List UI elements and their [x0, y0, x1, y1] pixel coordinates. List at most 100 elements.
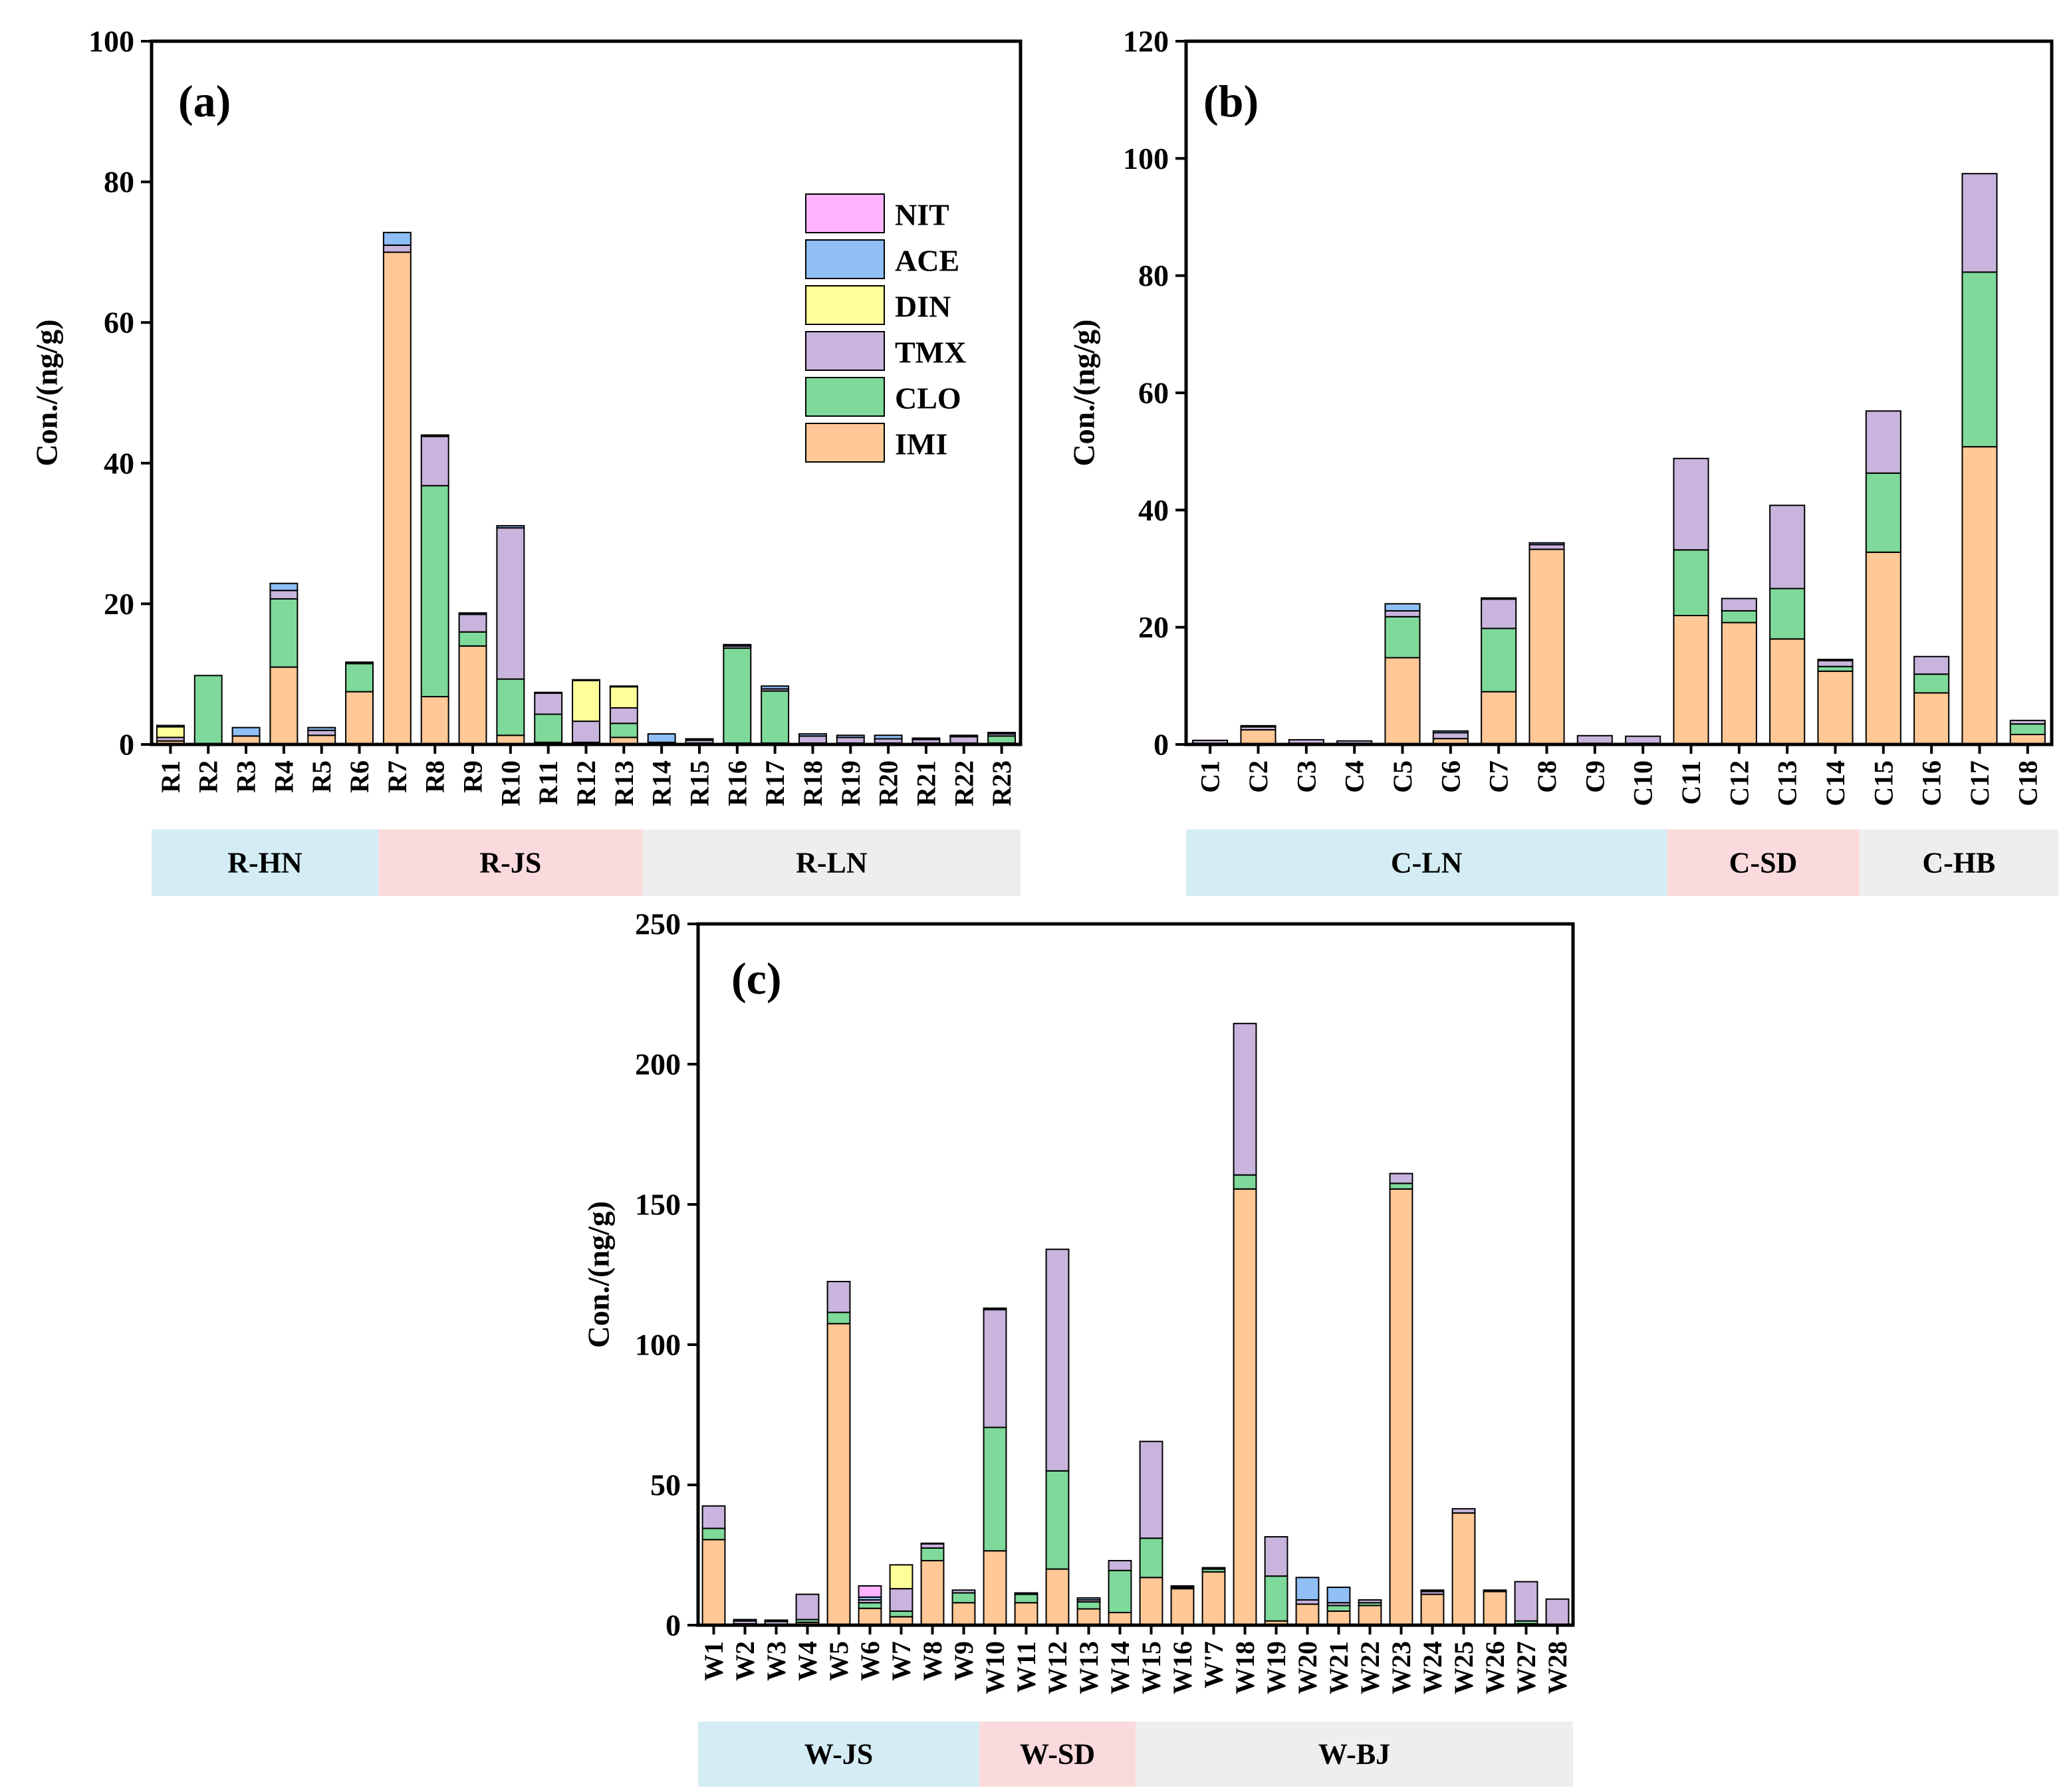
bar-C5-ACE	[1384, 603, 1421, 612]
x-tick-label: R22	[949, 760, 979, 806]
bar-W9-IMI	[951, 1602, 976, 1626]
panel-label: (a)	[178, 76, 231, 126]
y-tick-label: 200	[635, 1048, 681, 1081]
bar-C12-TMX	[1721, 598, 1757, 612]
x-tick-label: R21	[911, 760, 941, 806]
x-tick-label: C17	[1965, 760, 1995, 806]
y-tick-label: 20	[1138, 610, 1169, 644]
bar-W15-TMX	[1139, 1440, 1163, 1539]
bar-C11-TMX	[1673, 457, 1709, 551]
bar-R17-ACE	[761, 685, 790, 690]
x-tick-label: W20	[1292, 1641, 1322, 1694]
bar-C11-CLO	[1673, 549, 1709, 617]
x-tick-label: C9	[1580, 760, 1610, 793]
bar-R8-CLO	[420, 485, 449, 698]
bar-R12-ACE	[572, 679, 600, 681]
bar-W2-ACE	[733, 1619, 757, 1622]
y-tick-label: 80	[104, 165, 134, 199]
legend-swatch-CLO	[805, 377, 885, 417]
bar-W7-CLO	[889, 1610, 913, 1618]
bar-R18-ACE	[798, 733, 827, 737]
bar-R10-TMX	[496, 527, 525, 680]
bar-C13-TMX	[1769, 504, 1806, 590]
x-tick-label: C15	[1868, 760, 1898, 806]
x-tick-label: C8	[1532, 760, 1562, 793]
group-band-C-SD	[1667, 830, 1860, 896]
x-tick-label: C2	[1243, 760, 1273, 793]
bar-R6-CLO	[345, 663, 374, 693]
bar-R10-ACE	[496, 524, 525, 529]
x-tick-label: W19	[1261, 1641, 1291, 1694]
x-tick-label: W16	[1167, 1641, 1197, 1694]
bar-W10-TMX	[983, 1309, 1007, 1428]
bar-R9-CLO	[458, 631, 487, 647]
x-tick-label: W23	[1386, 1641, 1416, 1694]
bar-W16-IMI	[1170, 1588, 1195, 1626]
bar-W6-CLO	[858, 1602, 882, 1609]
x-tick-label: W2	[730, 1641, 760, 1681]
x-tick-label: W15	[1136, 1641, 1166, 1694]
bar-R22-TMX	[949, 736, 979, 744]
bar-R19-TMX	[836, 736, 865, 744]
bar-C8-TMX	[1528, 544, 1565, 550]
y-axis-label: Con./(ng/g)	[30, 319, 64, 466]
group-label: W-BJ	[1318, 1738, 1390, 1771]
plot-frame	[696, 922, 1575, 1627]
bar-W27-TMX	[1514, 1581, 1538, 1622]
x-tick-label: W14	[1105, 1641, 1135, 1694]
bar-R9-TMX	[458, 614, 487, 633]
y-tick-label: 50	[650, 1468, 681, 1502]
bar-C6-TMX	[1432, 732, 1469, 740]
bar-W21-IMI	[1326, 1610, 1351, 1626]
bar-W18-IMI	[1233, 1188, 1257, 1626]
x-tick-label: C12	[1724, 760, 1754, 806]
bar-W10-ACE	[983, 1307, 1007, 1311]
bar-W23-CLO	[1389, 1182, 1413, 1190]
bar-R16-ACE	[723, 643, 752, 647]
bar-R20-ACE	[874, 734, 903, 740]
bar-W12-CLO	[1045, 1470, 1070, 1570]
bar-W8-CLO	[920, 1547, 945, 1561]
x-tick-label: R16	[722, 760, 752, 806]
group-band-W-SD	[979, 1722, 1136, 1787]
legend-swatch-NIT	[805, 193, 885, 233]
group-label: R-JS	[479, 847, 541, 879]
panel-label: (b)	[1203, 76, 1259, 126]
bar-W25-IMI	[1451, 1512, 1476, 1626]
bar-R23-CLO	[987, 735, 1017, 744]
bar-C12-IMI	[1721, 621, 1757, 746]
group-band-R-HN	[152, 830, 378, 896]
bar-C14-TMX	[1817, 659, 1854, 667]
x-tick-label: W3	[761, 1641, 791, 1681]
x-tick-label: R4	[269, 760, 299, 793]
x-tick-label: C4	[1340, 760, 1370, 793]
bar-W1-TMX	[701, 1505, 726, 1529]
x-tick-label: R9	[458, 760, 488, 793]
legend-label: DIN	[895, 290, 951, 324]
bar-W10-IMI	[983, 1550, 1007, 1626]
bar-C8-IMI	[1528, 548, 1565, 746]
x-tick-label: R17	[760, 760, 790, 806]
legend-label: TMX	[895, 336, 966, 370]
bar-C2-IMI	[1240, 728, 1277, 746]
group-label: W-JS	[804, 1738, 874, 1771]
x-tick-label: W12	[1042, 1641, 1072, 1694]
x-tick-label: C5	[1388, 760, 1417, 793]
panel-label: (c)	[731, 953, 781, 1004]
bar-W16-TMX	[1170, 1585, 1195, 1589]
bar-R1-DIN	[156, 726, 185, 738]
bar-C7-IMI	[1481, 691, 1517, 746]
bar-W1-CLO	[701, 1527, 726, 1541]
bar-C16-IMI	[1913, 692, 1950, 745]
x-tick-label: R3	[231, 760, 261, 793]
chart-panel-b: C1 C2 C3 C4 C5 C6 C7 C8 C9 C10 C11 C12 C13 C14 C15 C16 C…	[1067, 25, 2058, 896]
x-tick-label: W26	[1480, 1641, 1510, 1694]
bar-R7-ACE	[382, 231, 412, 246]
x-tick-label: W18	[1230, 1641, 1260, 1694]
chart-panel-c: W1 W2 W3 W4 W5 W6 W7 W8 W9 W10 W11 W12 W13 W14 W15 W16 W…	[582, 907, 1575, 1787]
x-tick-label: C16	[1917, 760, 1947, 806]
legend-label: ACE	[895, 244, 959, 278]
bar-W23-TMX	[1389, 1173, 1413, 1184]
x-tick-label: R14	[647, 760, 677, 806]
x-tick-label: R18	[798, 760, 828, 806]
